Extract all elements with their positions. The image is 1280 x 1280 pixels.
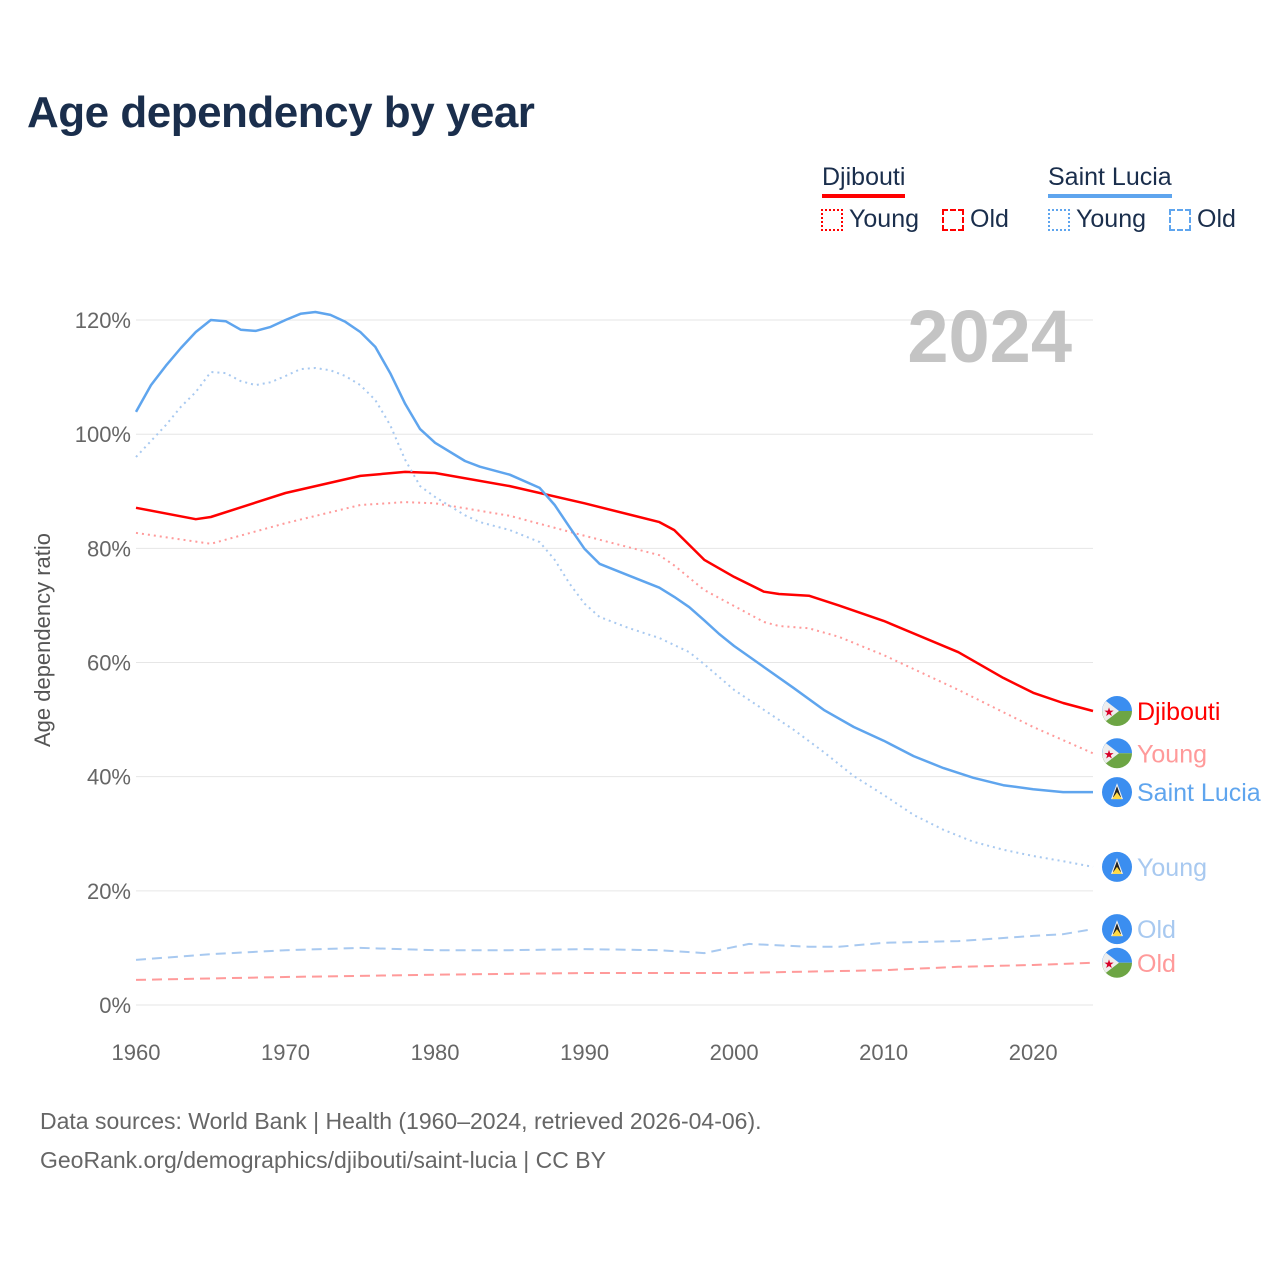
dotted-swatch-icon xyxy=(1048,208,1070,231)
svg-text:★: ★ xyxy=(1104,747,1115,761)
x-tick-label: 1960 xyxy=(112,1040,161,1065)
series-line-saint-lucia xyxy=(134,310,1093,794)
end-label: Old xyxy=(1137,950,1176,978)
x-tick-label: 1970 xyxy=(261,1040,310,1065)
legend-djibouti-old[interactable]: Old xyxy=(942,205,1009,234)
legend-djibouti-young[interactable]: Young xyxy=(821,205,919,234)
plot-area: 0% 20% 40% 60% 80% 100% 120% 1960 1970 1980 1990 20… xyxy=(30,295,1261,1065)
legend-label: Old xyxy=(1197,205,1236,233)
series-line-saint-lucia-young xyxy=(135,367,1094,868)
legend-saint-lucia[interactable]: Saint Lucia xyxy=(1048,163,1172,198)
x-tick-label: 2000 xyxy=(710,1040,759,1065)
end-label: Young xyxy=(1137,854,1207,882)
series-line-saint-lucia-old xyxy=(135,928,1094,961)
legend-saint-lucia-old[interactable]: Old xyxy=(1169,205,1236,234)
y-tick-label: 100% xyxy=(75,422,131,447)
end-label: Saint Lucia xyxy=(1137,779,1261,807)
saint-lucia-flag-icon xyxy=(1102,851,1132,882)
dashed-swatch-icon xyxy=(1169,208,1191,231)
saint-lucia-flag-icon xyxy=(1102,914,1132,945)
dotted-swatch-icon xyxy=(821,208,843,231)
end-label: Djibouti xyxy=(1137,698,1220,726)
x-tick-label: 2010 xyxy=(859,1040,908,1065)
series-line-djibouti-young xyxy=(135,501,1094,755)
y-tick-label: 20% xyxy=(87,879,131,904)
y-tick-label: 120% xyxy=(75,308,131,333)
djibouti-flag-icon: ★ xyxy=(1102,738,1132,769)
svg-text:★: ★ xyxy=(1104,957,1115,971)
end-label: Young xyxy=(1137,740,1207,768)
saint-lucia-flag-icon xyxy=(1102,777,1132,808)
y-tick-label: 40% xyxy=(87,765,131,790)
year-watermark: 2024 xyxy=(907,295,1072,378)
legend-label: Old xyxy=(970,205,1009,233)
legend-label: Young xyxy=(1076,205,1146,233)
footer-sources: Data sources: World Bank | Health (1960–… xyxy=(40,1108,762,1134)
series-line-djibouti xyxy=(135,470,1094,713)
footer-link[interactable]: GeoRank.org/demographics/djibouti/saint-… xyxy=(40,1147,606,1173)
legend-djibouti[interactable]: Djibouti xyxy=(822,163,906,198)
y-axis-label: Age dependency ratio xyxy=(30,533,55,747)
x-tick-label: 1990 xyxy=(560,1040,609,1065)
x-tick-label: 2020 xyxy=(1009,1040,1058,1065)
y-tick-label: 80% xyxy=(87,536,131,561)
chart-title: Age dependency by year xyxy=(27,88,535,137)
series-line-djibouti-old xyxy=(135,961,1094,981)
end-label: Old xyxy=(1137,916,1176,944)
djibouti-flag-icon: ★ xyxy=(1102,696,1132,727)
legend-label: Young xyxy=(849,205,919,233)
y-tick-label: 0% xyxy=(99,993,131,1018)
dashed-swatch-icon xyxy=(942,208,964,231)
legend-saint-lucia-young[interactable]: Young xyxy=(1048,205,1146,234)
djibouti-flag-icon: ★ xyxy=(1102,947,1132,978)
x-tick-label: 1980 xyxy=(411,1040,460,1065)
svg-text:★: ★ xyxy=(1104,705,1115,719)
y-tick-label: 60% xyxy=(87,651,131,676)
